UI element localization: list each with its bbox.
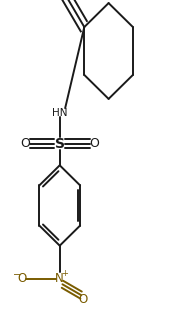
Text: +: +: [61, 269, 68, 278]
Text: O: O: [79, 293, 88, 306]
Text: N: N: [55, 272, 64, 285]
Text: HN: HN: [52, 108, 68, 118]
Text: −: −: [13, 270, 21, 280]
Text: O: O: [20, 137, 30, 150]
Text: O: O: [89, 137, 99, 150]
Text: O: O: [17, 272, 26, 285]
Text: S: S: [55, 137, 65, 151]
